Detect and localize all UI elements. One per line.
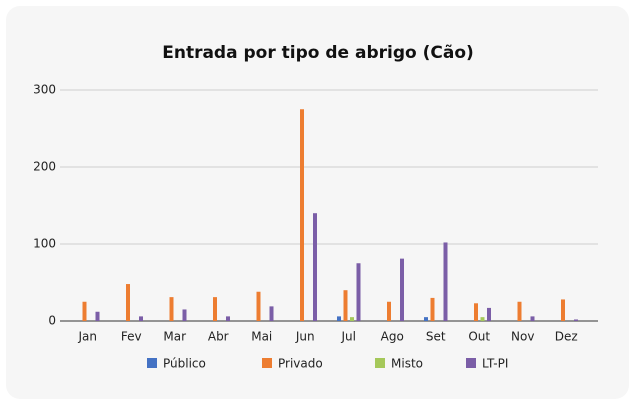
x-tick-label: Abr xyxy=(208,330,229,344)
bar xyxy=(561,299,565,321)
x-tick-label: Mar xyxy=(163,330,186,344)
bar xyxy=(300,109,304,321)
bar xyxy=(530,316,535,321)
bar xyxy=(213,297,217,321)
y-tick-label: 100 xyxy=(33,237,56,251)
bar xyxy=(517,301,522,321)
chart-title: Entrada por tipo de abrigo (Cão) xyxy=(162,43,474,63)
x-tick-label: Mai xyxy=(251,330,272,344)
bar xyxy=(356,263,361,321)
card xyxy=(6,6,629,399)
bar xyxy=(126,284,130,321)
legend-swatch xyxy=(466,358,476,368)
x-tick-label: Jan xyxy=(78,330,98,344)
bar xyxy=(443,242,448,321)
legend-label: Público xyxy=(163,357,206,371)
legend-label: Misto xyxy=(391,357,423,371)
bar xyxy=(313,213,317,321)
bar xyxy=(430,297,435,321)
x-tick-label: Nov xyxy=(511,330,534,344)
x-tick-label: Ago xyxy=(381,330,404,344)
bar xyxy=(226,316,230,321)
x-tick-label: Set xyxy=(426,330,446,344)
legend-label: Privado xyxy=(278,357,323,371)
bar xyxy=(82,301,87,321)
bar xyxy=(95,311,100,321)
y-tick-label: 0 xyxy=(48,314,56,328)
x-tick-label: Fev xyxy=(121,330,142,344)
x-tick-label: Jun xyxy=(295,330,315,344)
legend-swatch xyxy=(147,358,157,368)
bar xyxy=(487,307,491,321)
bar xyxy=(424,317,428,321)
bar xyxy=(387,301,391,321)
bar xyxy=(269,306,274,321)
x-tick-label: Jul xyxy=(341,330,356,344)
bar xyxy=(574,319,578,321)
x-tick-label: Dez xyxy=(555,330,578,344)
bar xyxy=(480,317,485,321)
legend-swatch xyxy=(262,358,272,368)
legend-swatch xyxy=(375,358,385,368)
bar xyxy=(350,317,354,321)
bar xyxy=(169,297,174,321)
x-tick-label: Out xyxy=(468,330,490,344)
bar xyxy=(337,316,341,321)
legend-label: LT-PI xyxy=(482,357,508,371)
bar xyxy=(343,290,348,321)
bar xyxy=(474,303,478,321)
y-tick-label: 200 xyxy=(33,160,56,174)
bar xyxy=(400,258,404,321)
bar xyxy=(256,291,261,321)
bar xyxy=(182,309,187,321)
y-tick-label: 300 xyxy=(33,83,56,97)
bar xyxy=(139,316,143,321)
